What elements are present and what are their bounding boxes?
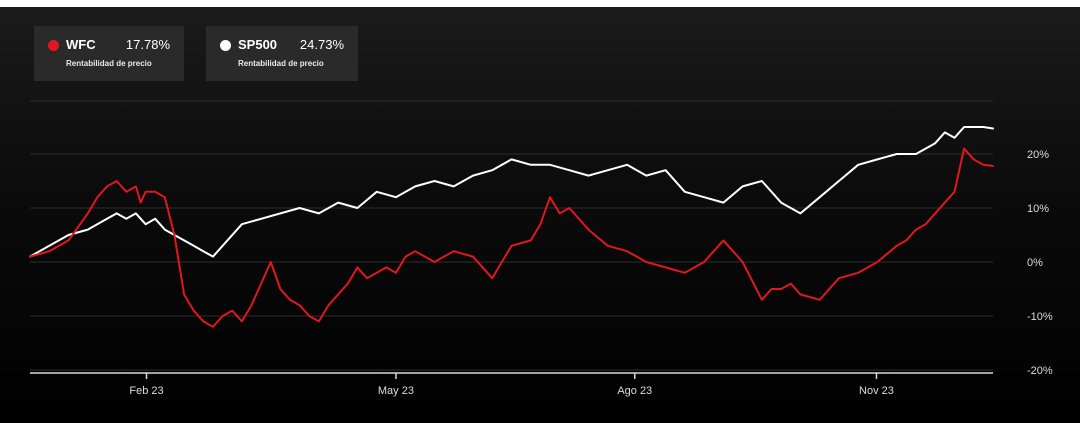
- series-line-sp500: [29, 126, 994, 258]
- line-chart: 20% 10% 0% -10% -20% Feb 23 May 23 Ago 23 Nov 23: [29, 100, 1053, 397]
- y-tick-label-1: 10%: [1027, 203, 1049, 215]
- wfc-dot-icon: [48, 39, 59, 51]
- legend-name-sp500: SP500: [238, 37, 278, 52]
- x-tick-label-0: Feb 23: [129, 385, 163, 397]
- legend-card-sp500[interactable]: SP500 24.73% Rentabilidad de precio: [206, 26, 358, 81]
- legend-name-wfc: WFC: [66, 37, 96, 52]
- x-tick-label-2: Ago 23: [617, 385, 652, 397]
- x-tick-label-3: Nov 23: [859, 385, 894, 397]
- y-tick-label-2: 0%: [1027, 257, 1043, 269]
- legend-row-wfc: WFC 17.78%: [48, 37, 170, 53]
- legend-subtitle-wfc: Rentabilidad de precio: [66, 59, 152, 68]
- legend-card-wfc[interactable]: WFC 17.78% Rentabilidad de precio: [34, 26, 184, 81]
- x-tick-label-1: May 23: [378, 385, 414, 397]
- y-tick-label-0: 20%: [1027, 149, 1049, 161]
- legend: WFC 17.78% Rentabilidad de precio SP500 …: [34, 26, 358, 81]
- legend-subtitle-sp500: Rentabilidad de precio: [238, 59, 324, 68]
- sp500-dot-icon: [220, 39, 231, 51]
- legend-value-wfc: 17.78%: [125, 37, 170, 52]
- series-line-wfc: [29, 147, 994, 328]
- legend-row-sp500: SP500 24.73%: [220, 37, 344, 53]
- legend-value-sp500: 24.73%: [299, 37, 344, 52]
- y-tick-label-4: -20%: [1027, 365, 1053, 377]
- y-tick-label-3: -10%: [1027, 311, 1053, 323]
